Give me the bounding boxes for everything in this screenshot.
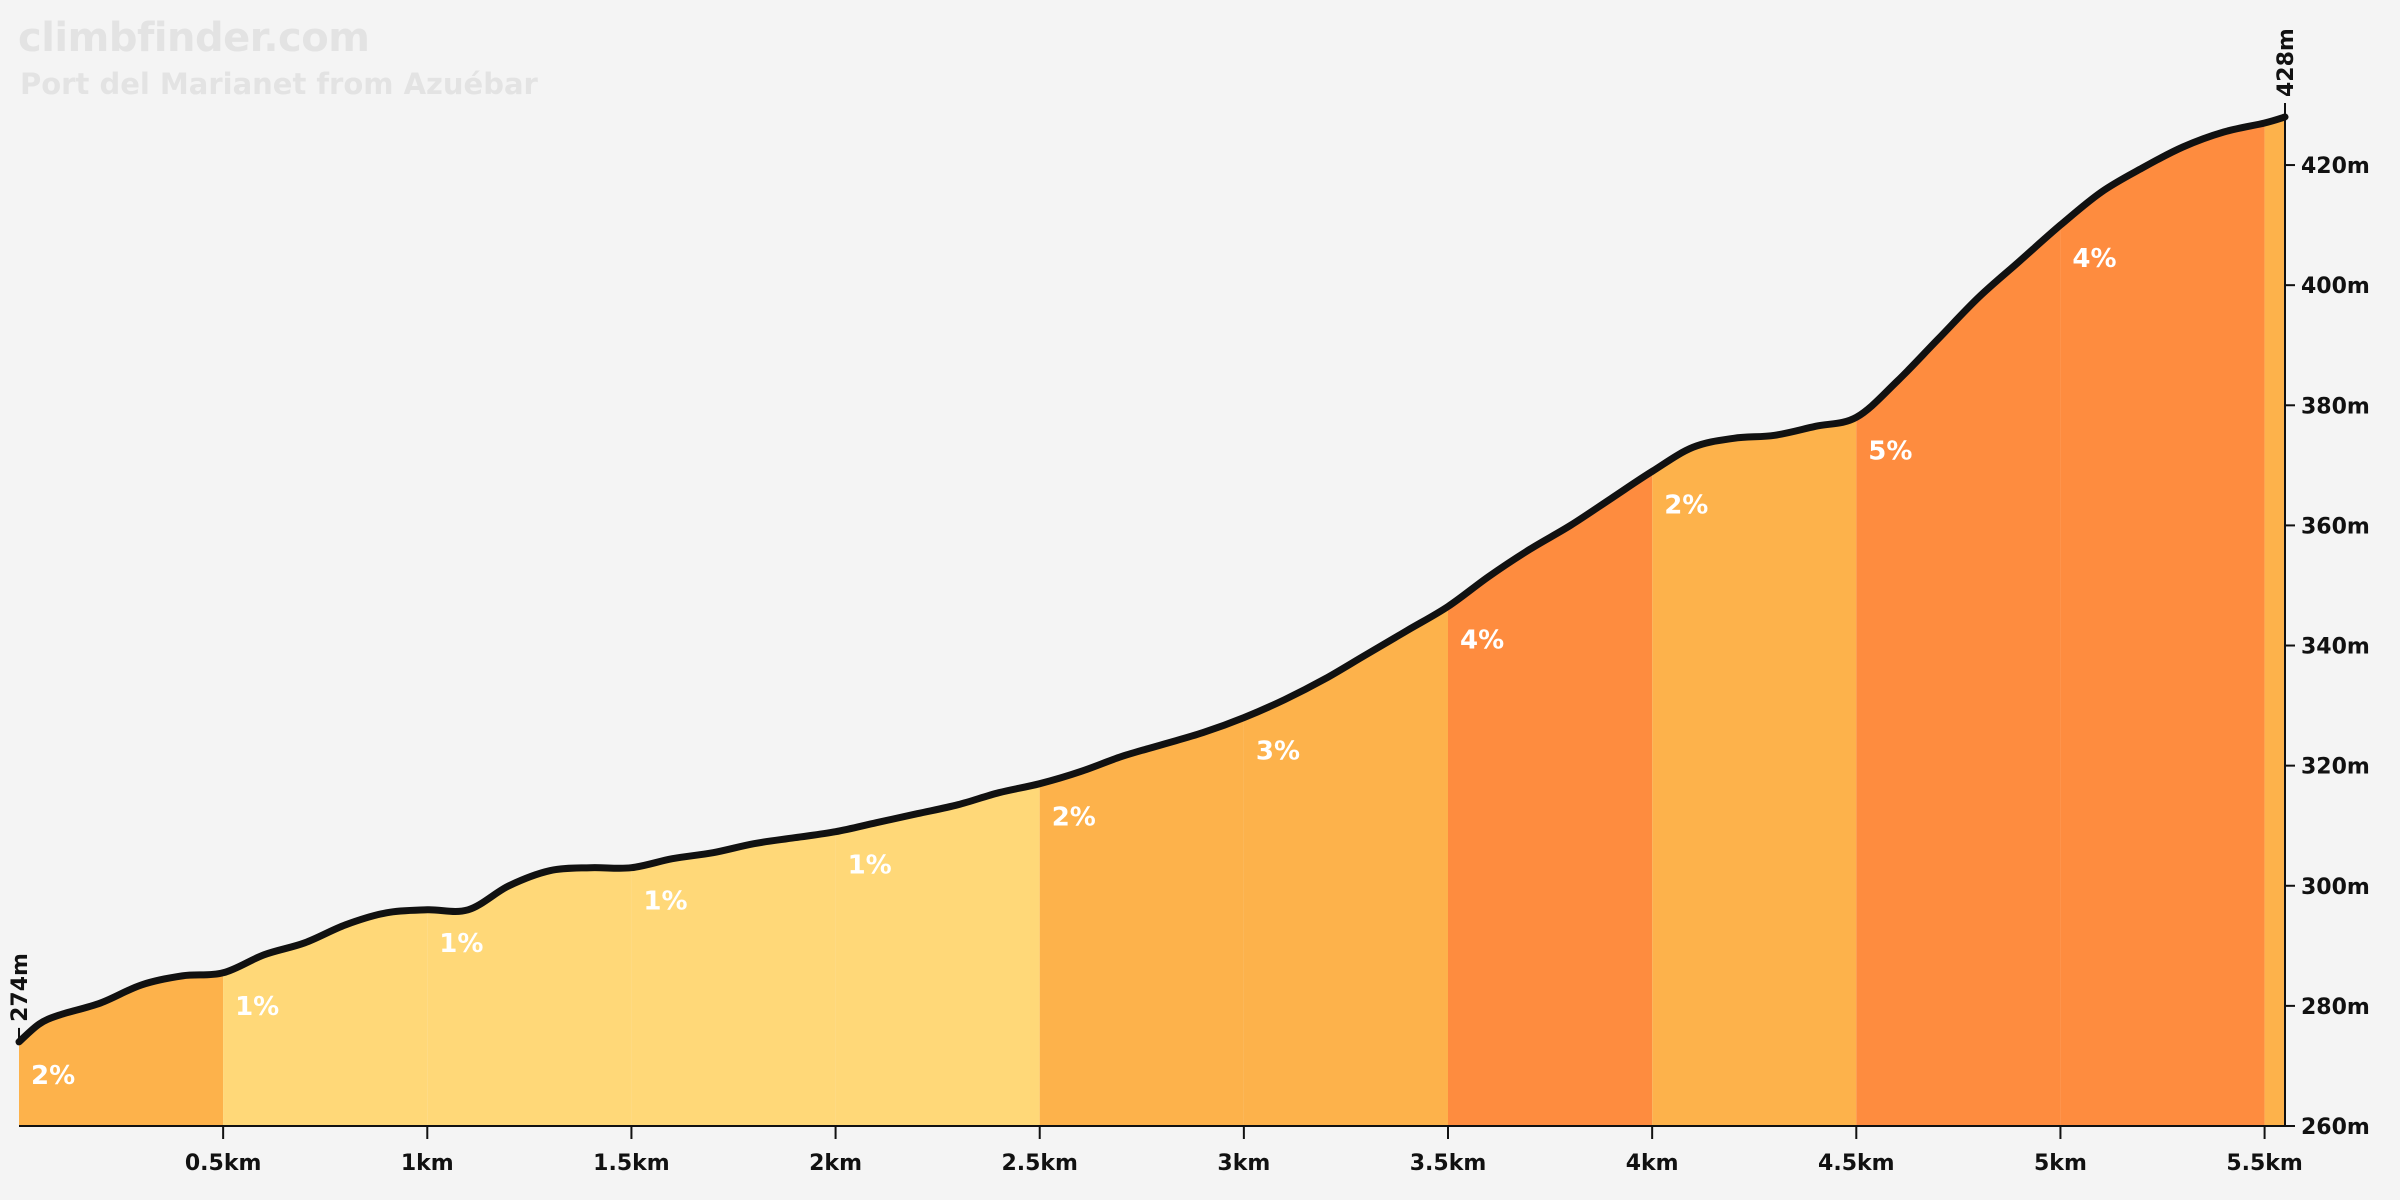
grade-segment-1 (19, 972, 224, 1126)
grade-label-7: 3% (1256, 737, 1300, 767)
grade-segment-3 (427, 867, 632, 1126)
grade-segment-10 (1856, 225, 2061, 1127)
grade-segment-6 (1039, 717, 1244, 1126)
x-tick-label: 2km (809, 1151, 862, 1176)
y-axis: 260m 280m 300m 320m 340m 360m 380m 400m 420m (2284, 117, 2370, 1140)
grade-segment-8 (1448, 471, 1653, 1126)
y-tick-label: 280m (2301, 995, 2370, 1020)
y-tick-label: 300m (2301, 875, 2370, 900)
climb-name-title: Port del Marianet from Azuébar (20, 67, 538, 101)
grade-segment-7 (1243, 606, 1448, 1126)
grade-segment-2 (223, 909, 428, 1126)
grade-label-6: 2% (1052, 803, 1096, 833)
x-tick-label: 4km (1626, 1151, 1679, 1176)
elevation-profile-line (15, 113, 2289, 1046)
x-tick-label: 3.5km (1410, 1151, 1487, 1176)
grade-label-2: 1% (235, 992, 279, 1022)
grade-label-3: 1% (439, 929, 483, 959)
y-tick-label: 400m (2301, 274, 2370, 299)
grade-labels: 2% 1% 1% 1% 1% 2% 3% 4% 2% 5% 4% (31, 244, 2117, 1091)
y-tick-label: 260m (2301, 1115, 2370, 1140)
start-elevation-label: 274m (8, 953, 33, 1022)
y-tick-label: 380m (2301, 394, 2370, 419)
grade-segment-4 (631, 831, 836, 1126)
x-tick-label: 1km (401, 1151, 454, 1176)
y-tick-label: 420m (2301, 154, 2370, 179)
x-tick-label: 2.5km (1001, 1151, 1078, 1176)
y-tick-label: 360m (2301, 514, 2370, 539)
grade-label-10: 5% (1868, 436, 1912, 466)
grade-segment-5 (835, 783, 1040, 1126)
grade-segment-11 (2060, 123, 2265, 1126)
grade-segment-12 (2264, 117, 2285, 1126)
grade-label-8: 4% (1460, 626, 1504, 656)
x-tick-label: 5.5km (2226, 1151, 2303, 1176)
x-tick-label: 4.5km (1818, 1151, 1895, 1176)
grade-segment-9 (1652, 417, 1857, 1126)
brand-watermark: climbfinder.com (18, 15, 370, 61)
y-tick-label: 340m (2301, 635, 2370, 660)
y-tick-label: 320m (2301, 755, 2370, 780)
grade-label-5: 1% (848, 851, 892, 881)
grade-segments (19, 117, 2285, 1127)
grade-label-9: 2% (1664, 490, 1708, 520)
grade-label-4: 1% (643, 887, 687, 917)
x-axis: 0.5km 1km 1.5km 2km 2.5km 3km 3.5km 4km 4.5km 5km… (19, 1125, 2303, 1176)
x-tick-label: 0.5km (185, 1151, 262, 1176)
grade-label-1: 2% (31, 1061, 75, 1091)
end-elevation-label: 428m (2274, 28, 2299, 97)
x-tick-label: 3km (1217, 1151, 1270, 1176)
grade-label-11: 4% (2072, 244, 2116, 274)
x-tick-label: 1.5km (593, 1151, 670, 1176)
x-tick-label: 5km (2034, 1151, 2087, 1176)
